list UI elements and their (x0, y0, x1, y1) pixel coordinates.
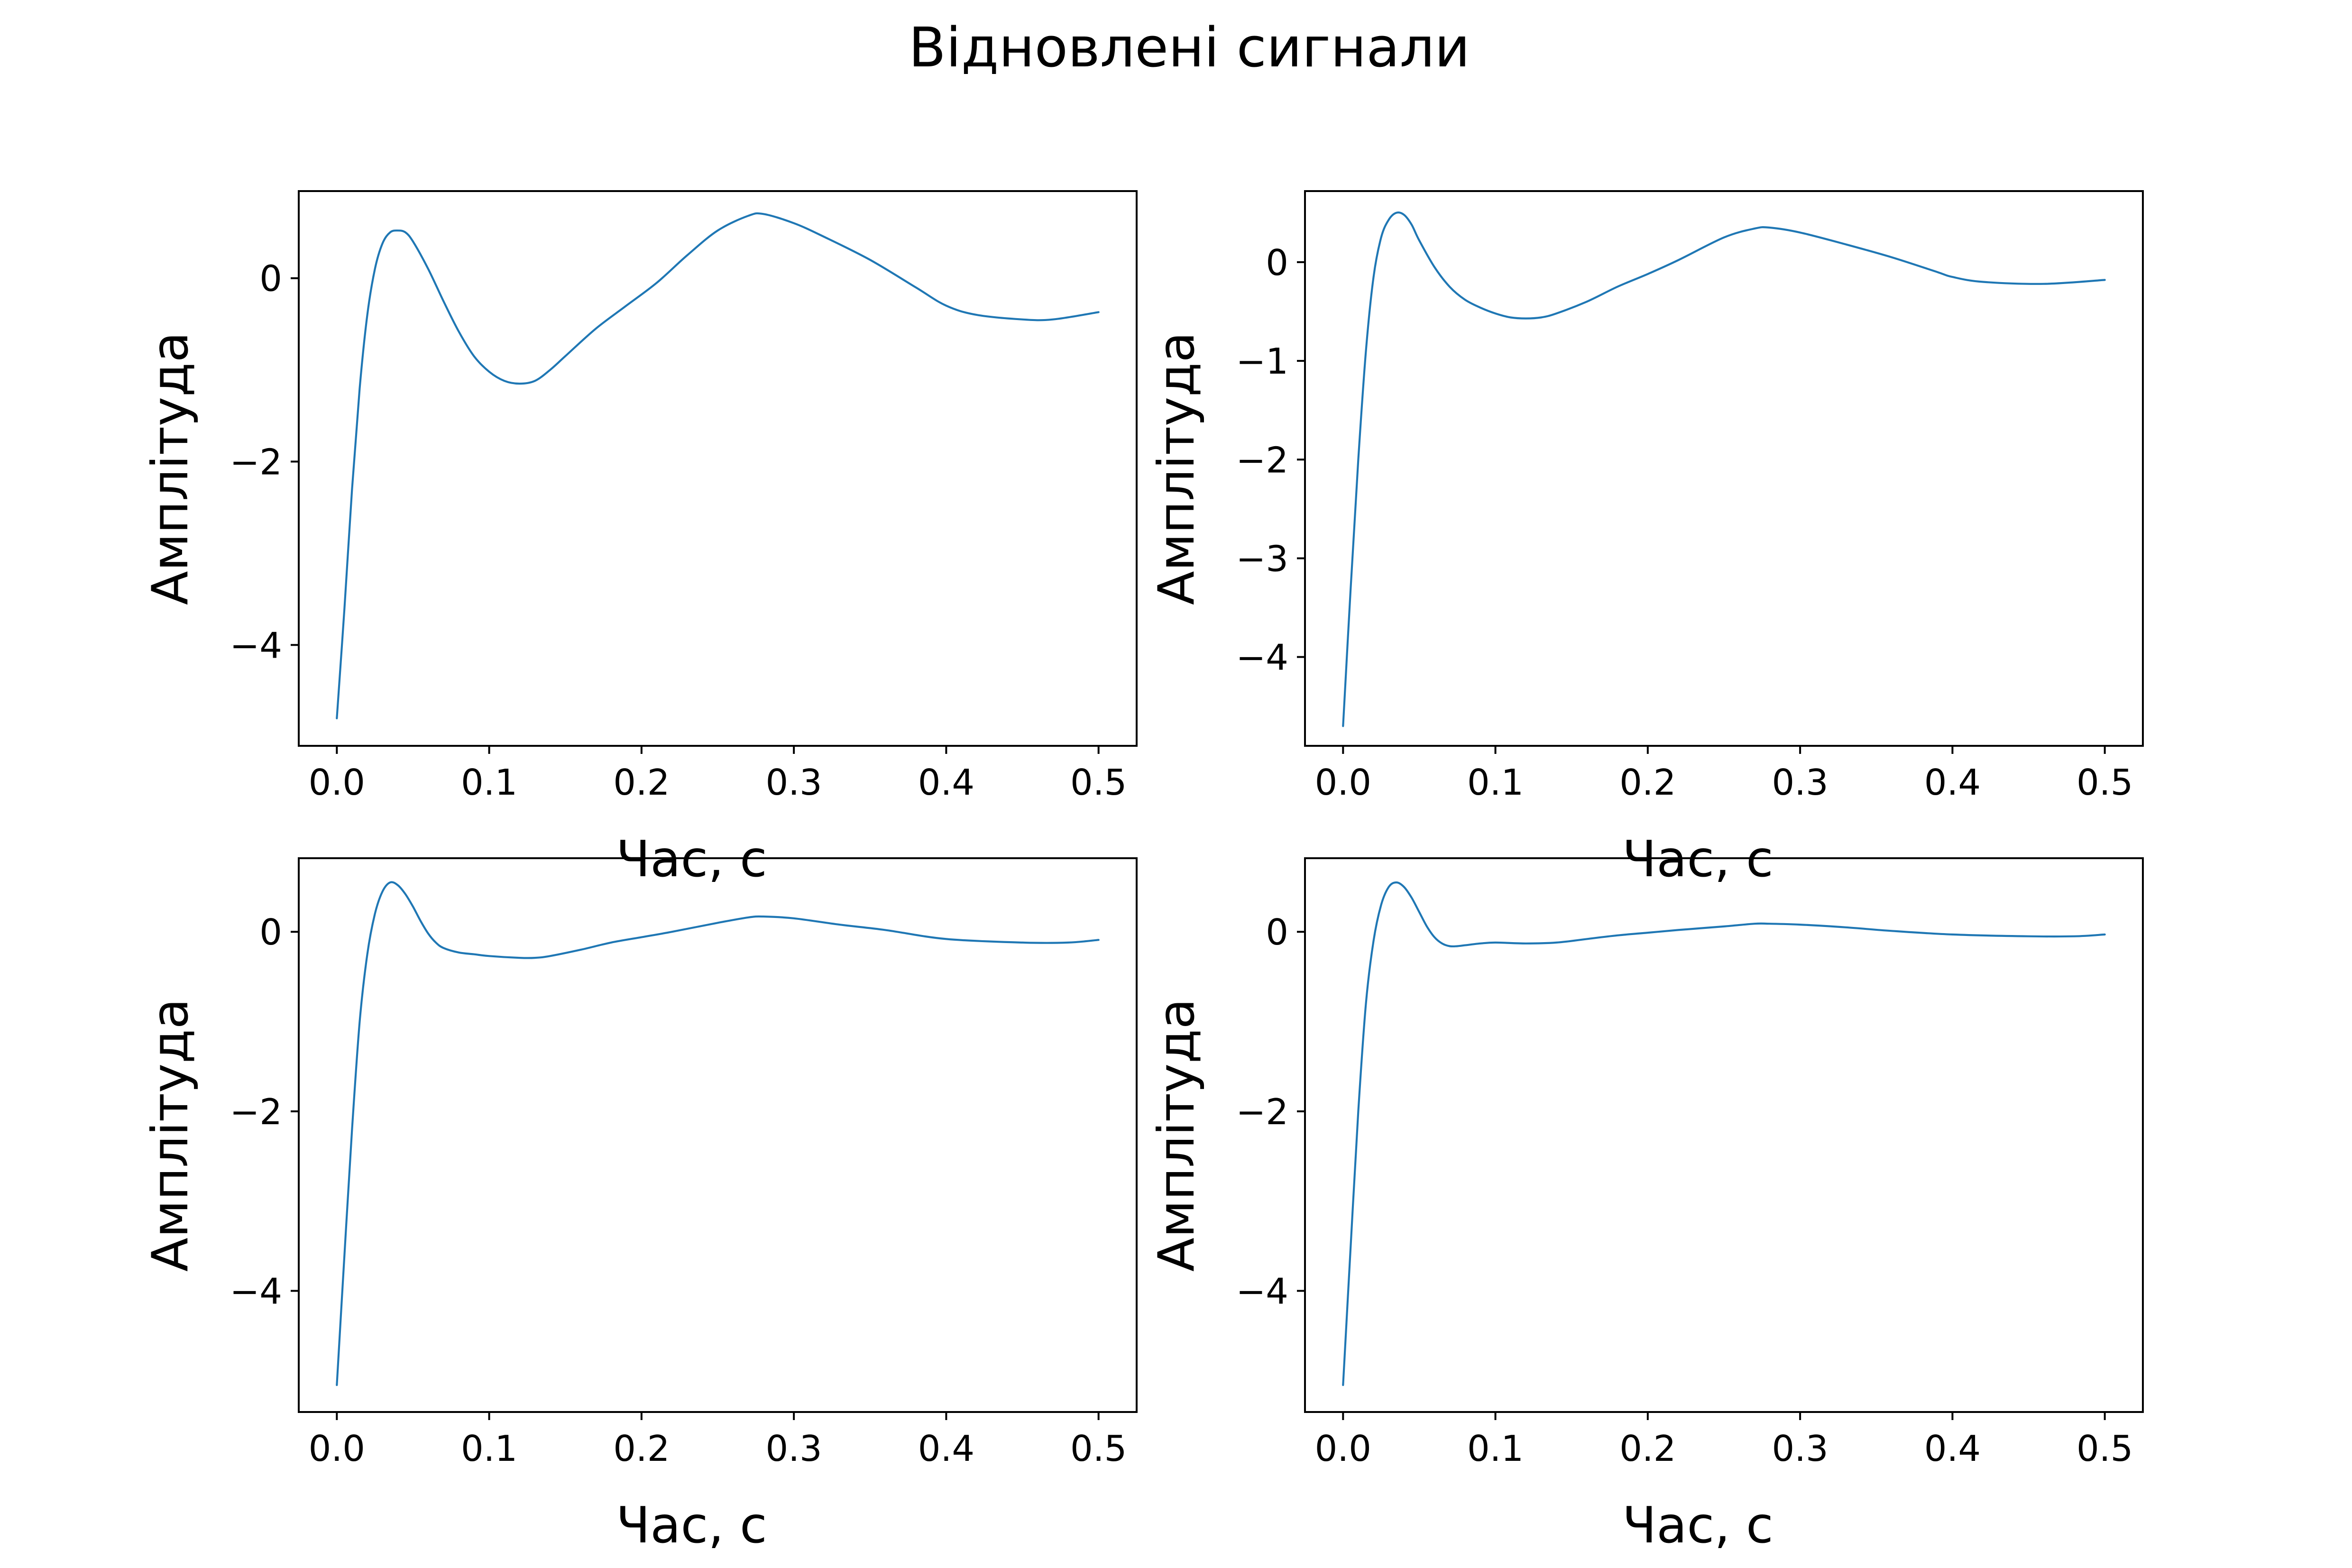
x-tick-label: 0.2 (1619, 1428, 1676, 1469)
subplot-4: 0.0 0.1 0.2 0.3 0.4 0.5 −4 −2 0 Час, с Амплітуда (1148, 857, 2144, 1554)
x-tick-label: 0.3 (1772, 761, 1828, 803)
y-tick-label: 0 (1266, 911, 1288, 953)
x-tick-label: 0.0 (1315, 761, 1371, 803)
x-axis-label: Час, с (1622, 1496, 1773, 1554)
y-tick-label: 0 (259, 258, 282, 300)
y-tick-label: −4 (1236, 637, 1288, 679)
y-axis-label: Амплітуда (1148, 332, 1205, 605)
y-tick-label: 0 (1266, 242, 1288, 284)
x-tick-label: 0.2 (613, 761, 670, 803)
y-axis-label: Амплітуда (141, 332, 199, 605)
x-tick-label: 0.2 (613, 1428, 670, 1469)
x-tick-label: 0.3 (765, 1428, 822, 1469)
y-tick-label: −4 (1236, 1270, 1288, 1312)
x-tick-label: 0.3 (765, 761, 822, 803)
x-tick-label: 0.2 (1619, 761, 1676, 803)
x-tick-label: 0.0 (309, 1428, 365, 1469)
x-tick-label: 0.1 (461, 761, 517, 803)
series-line-2-1 (1342, 211, 2106, 727)
axes-frame (1304, 857, 2144, 1413)
y-tick-label: −4 (230, 624, 282, 666)
x-tick-label: 0.1 (1467, 1428, 1524, 1469)
x-tick-label: 0.4 (918, 761, 974, 803)
x-tick-label: 0.4 (1924, 1428, 1981, 1469)
series-line-1-1 (336, 212, 1100, 720)
y-tick-label: −2 (1236, 1091, 1288, 1133)
y-tick-label: 0 (259, 911, 282, 953)
x-tick-label: 0.3 (1772, 1428, 1828, 1469)
x-tick-label: 0.4 (1924, 761, 1981, 803)
axes-frame (298, 857, 1138, 1413)
x-tick-label: 0.0 (309, 761, 365, 803)
x-tick-label: 0.5 (1070, 761, 1127, 803)
y-tick-label: −2 (1236, 439, 1288, 481)
subplot-3: 0.0 0.1 0.2 0.3 0.4 0.5 −4 −2 0 Час, с Амплітуда (141, 857, 1138, 1554)
axes-frame (1304, 190, 2144, 747)
y-tick-label: −3 (1236, 538, 1288, 579)
x-tick-label: 0.1 (1467, 761, 1524, 803)
y-tick-label: −2 (230, 441, 282, 483)
x-tick-label: 0.1 (461, 1428, 517, 1469)
x-tick-label: 0.0 (1315, 1428, 1371, 1469)
y-tick-label: −2 (230, 1091, 282, 1133)
series-line-4-1 (1342, 881, 2106, 1386)
x-tick-label: 0.5 (2076, 761, 2133, 803)
y-tick-label: −1 (1236, 340, 1288, 382)
axes-frame (298, 190, 1138, 747)
y-tick-label: −4 (230, 1270, 282, 1312)
x-tick-label: 0.5 (1070, 1428, 1127, 1469)
series-line-3-1 (336, 881, 1100, 1386)
x-axis-label: Час, с (616, 1496, 767, 1554)
figure-title: Відновлені сигнали (909, 16, 1470, 80)
x-tick-label: 0.5 (2076, 1428, 2133, 1469)
y-axis-label: Амплітуда (1148, 999, 1205, 1272)
y-axis-label: Амплітуда (141, 999, 199, 1272)
x-tick-label: 0.4 (918, 1428, 974, 1469)
